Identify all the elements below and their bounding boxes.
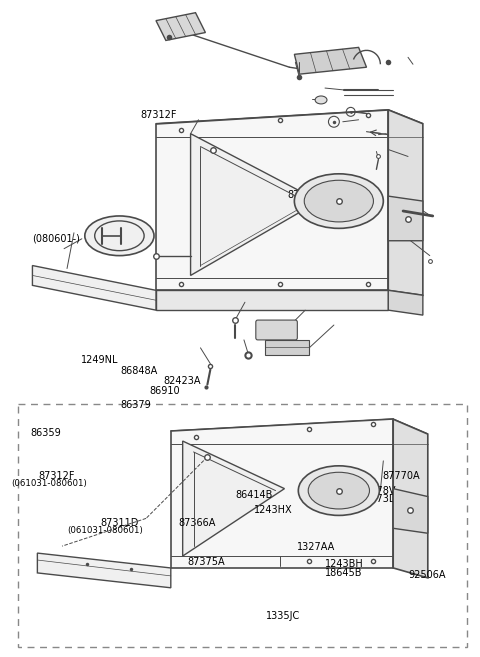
Polygon shape xyxy=(294,47,367,74)
Text: 1243BH: 1243BH xyxy=(325,559,364,570)
Text: 1335JC: 1335JC xyxy=(266,612,300,622)
Text: (080601-): (080601-) xyxy=(32,234,80,244)
Polygon shape xyxy=(191,133,319,275)
Text: 87373D: 87373D xyxy=(359,494,397,504)
Text: 87311D: 87311D xyxy=(288,190,326,200)
Polygon shape xyxy=(393,419,428,578)
Text: 1249NL: 1249NL xyxy=(81,355,119,365)
Text: 87770A: 87770A xyxy=(383,470,420,481)
Polygon shape xyxy=(171,419,428,446)
Text: 87366A: 87366A xyxy=(179,518,216,528)
Text: 87378V: 87378V xyxy=(359,486,396,496)
Polygon shape xyxy=(156,110,423,137)
Text: (061031-080601): (061031-080601) xyxy=(67,526,143,535)
Polygon shape xyxy=(156,110,388,290)
Polygon shape xyxy=(171,419,393,568)
Text: 86414B: 86414B xyxy=(235,490,273,500)
Text: 86359: 86359 xyxy=(30,428,61,438)
Polygon shape xyxy=(388,196,423,240)
Text: (061031-080601): (061031-080601) xyxy=(12,479,87,488)
Polygon shape xyxy=(183,441,285,556)
Text: 87311D: 87311D xyxy=(100,518,138,528)
Ellipse shape xyxy=(304,180,373,222)
Bar xyxy=(18,404,468,647)
Polygon shape xyxy=(156,290,388,310)
Polygon shape xyxy=(37,553,171,588)
Text: 86910: 86910 xyxy=(150,386,180,396)
Text: 18645B: 18645B xyxy=(325,568,363,578)
Ellipse shape xyxy=(298,466,379,515)
Text: 87312F: 87312F xyxy=(38,470,75,481)
Polygon shape xyxy=(388,290,423,315)
Text: 87366: 87366 xyxy=(340,478,371,489)
Polygon shape xyxy=(264,340,309,355)
Text: 92506A: 92506A xyxy=(408,570,446,579)
Polygon shape xyxy=(388,110,423,295)
Polygon shape xyxy=(393,489,428,533)
Polygon shape xyxy=(156,12,205,41)
Text: 82423A: 82423A xyxy=(163,376,201,386)
Polygon shape xyxy=(33,265,156,310)
FancyBboxPatch shape xyxy=(256,320,297,340)
Text: 87375A: 87375A xyxy=(188,556,226,567)
Text: 87312F: 87312F xyxy=(140,110,177,120)
Ellipse shape xyxy=(308,472,370,509)
Text: 86848A: 86848A xyxy=(120,367,158,376)
Text: 1243HX: 1243HX xyxy=(254,505,293,514)
Text: 1327AA: 1327AA xyxy=(297,543,335,553)
Ellipse shape xyxy=(294,174,384,229)
Ellipse shape xyxy=(315,96,327,104)
Text: 86379: 86379 xyxy=(120,400,151,411)
Ellipse shape xyxy=(85,216,154,256)
